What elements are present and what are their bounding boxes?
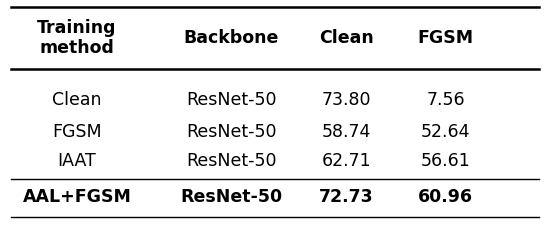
Text: Training
method: Training method (37, 18, 117, 57)
Text: 52.64: 52.64 (421, 122, 470, 140)
Text: ResNet-50: ResNet-50 (186, 91, 276, 108)
Text: 7.56: 7.56 (426, 91, 465, 108)
Text: Clean: Clean (52, 91, 102, 108)
Text: Backbone: Backbone (183, 29, 279, 47)
Text: 58.74: 58.74 (322, 122, 371, 140)
Text: FGSM: FGSM (417, 29, 474, 47)
Text: FGSM: FGSM (52, 122, 102, 140)
Text: AAL+FGSM: AAL+FGSM (23, 187, 131, 205)
Text: ResNet-50: ResNet-50 (180, 187, 282, 205)
Text: 72.73: 72.73 (319, 187, 374, 205)
Text: 56.61: 56.61 (421, 151, 470, 169)
Text: 62.71: 62.71 (322, 151, 371, 169)
Text: IAAT: IAAT (58, 151, 96, 169)
Text: Clean: Clean (319, 29, 374, 47)
Text: 73.80: 73.80 (322, 91, 371, 108)
Text: 60.96: 60.96 (418, 187, 473, 205)
Text: ResNet-50: ResNet-50 (186, 122, 276, 140)
Text: ResNet-50: ResNet-50 (186, 151, 276, 169)
